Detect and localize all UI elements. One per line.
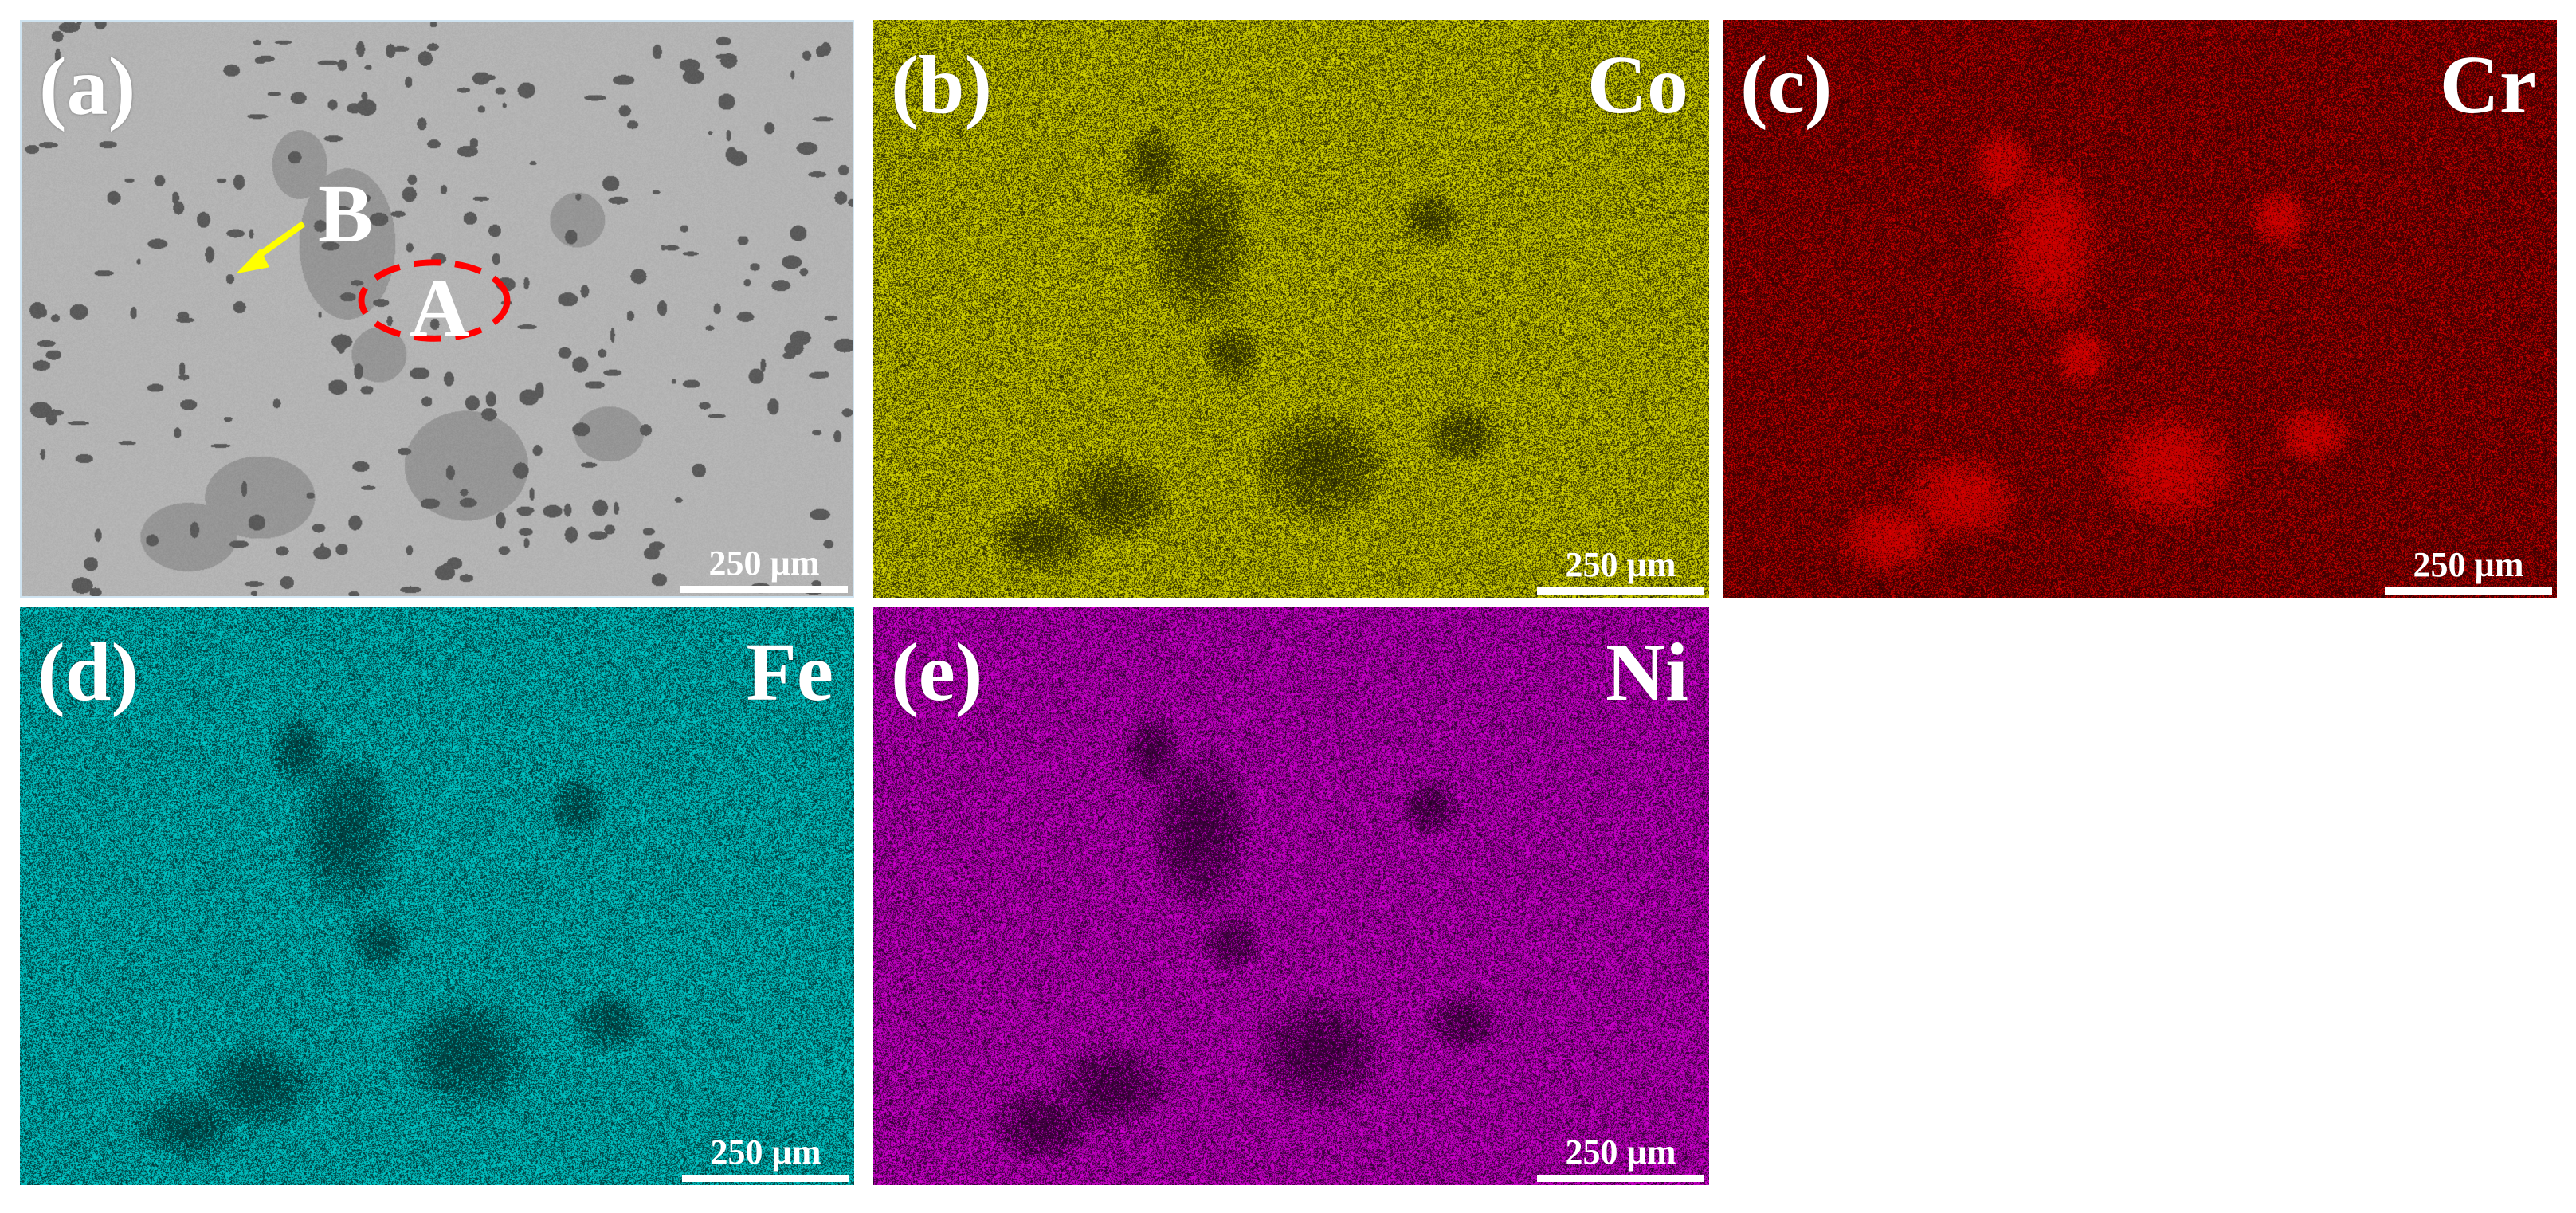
scale-bar: 250 µm [1537,548,1704,595]
element-label: Fe [746,626,833,718]
scale-bar-label: 250 µm [1565,1133,1676,1172]
panel-label: (b) [891,39,993,131]
element-label: Co [1586,39,1688,131]
ni-map-image [873,607,1709,1185]
scale-bar-line [1537,1175,1704,1182]
co-map-image [873,20,1709,598]
panel-label: (c) [1740,39,1833,131]
annotation-overlay [236,221,511,342]
scale-bar-line [682,1175,849,1182]
panel-c: (c) Cr 250 µm [1723,20,2557,598]
scale-bar-line [2385,587,2552,595]
scale-bar-label: 250 µm [708,544,820,583]
panel-e: (e) Ni 250 µm [873,607,1709,1185]
panel-label: (e) [891,626,983,718]
marker-a-label: A [410,262,470,354]
scale-bar: 250 µm [2385,548,2552,595]
scale-bar: 250 µm [682,1135,849,1182]
scale-bar-line [1537,587,1704,595]
arrow-b-head [236,249,270,274]
scale-bar-label: 250 µm [710,1133,821,1172]
fe-map-image [20,607,854,1185]
panel-label: (d) [37,626,139,718]
cr-map-image [1723,20,2557,598]
scale-bar-line [680,586,848,593]
scale-bar-label: 250 µm [1565,545,1676,584]
panel-a: A B (a) 250 µm [20,20,854,598]
region-a-ellipse [358,259,511,342]
scale-bar: 250 µm [1537,1135,1704,1182]
scale-bar-label: 250 µm [2413,545,2524,584]
panel-b: (b) Co 250 µm [873,20,1709,598]
sem-image [22,22,853,596]
scale-bar: 250 µm [680,546,848,593]
element-label: Ni [1606,626,1688,718]
panel-d: (d) Fe 250 µm [20,607,854,1185]
element-label: Cr [2439,39,2536,131]
panel-label: (a) [39,41,136,132]
marker-b-label: B [318,168,374,260]
